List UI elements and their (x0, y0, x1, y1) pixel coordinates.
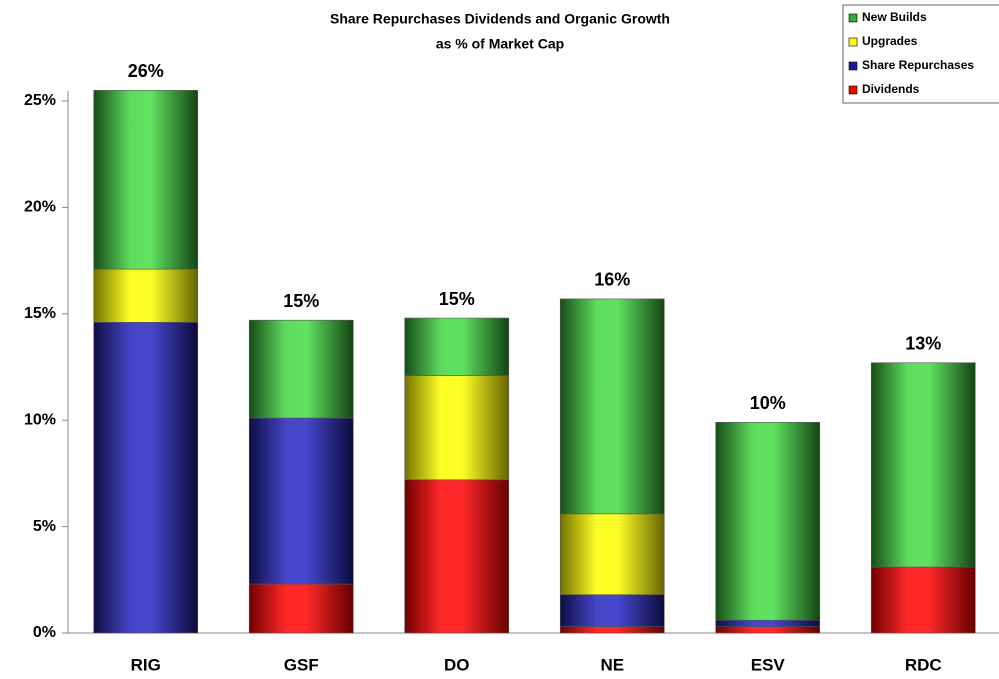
bar-segment (715, 626, 821, 634)
total-label: 15% (283, 291, 319, 311)
x-tick-label: RIG (131, 655, 161, 674)
bar-segment (404, 375, 510, 481)
legend-swatch (848, 85, 858, 95)
chart-title: Share Repurchases Dividends and Organic … (330, 11, 670, 27)
x-tick-label: ESV (751, 655, 786, 674)
legend-box (842, 4, 999, 104)
legend-label: Upgrades (862, 34, 918, 48)
bar-segment (559, 298, 665, 515)
bar-segment (404, 479, 510, 634)
legend-label: Dividends (862, 82, 920, 96)
legend-swatch (848, 37, 858, 47)
legend-swatch (848, 61, 858, 71)
bar-segment (870, 362, 976, 568)
total-label: 15% (439, 289, 475, 309)
bar-segment (404, 317, 510, 376)
x-tick-label: GSF (284, 655, 319, 674)
bar-segment (248, 417, 354, 585)
y-tick-label: 15% (24, 305, 56, 322)
bar-segment (715, 422, 821, 621)
bar-segment (559, 594, 665, 627)
bar-segment (559, 513, 665, 595)
x-tick-label: NE (600, 655, 624, 674)
chart-subtitle: as % of Market Cap (436, 36, 564, 52)
x-tick-label: RDC (905, 655, 942, 674)
bar-segment (559, 626, 665, 634)
y-tick-label: 5% (33, 518, 56, 535)
bar-segment (93, 322, 199, 634)
legend-label: New Builds (862, 10, 927, 24)
bar-segment (870, 566, 976, 634)
y-tick-label: 20% (24, 199, 56, 216)
bar-segment (248, 583, 354, 634)
y-tick-label: 25% (24, 92, 56, 109)
total-label: 26% (128, 61, 164, 81)
total-label: 13% (905, 333, 941, 353)
y-tick-label: 10% (24, 411, 56, 428)
y-tick-label: 0% (33, 624, 56, 641)
bar-segment (715, 619, 821, 627)
legend-label: Share Repurchases (862, 58, 974, 72)
bar-segment (93, 268, 199, 323)
bar-segment (93, 90, 199, 270)
total-label: 16% (594, 270, 630, 290)
x-tick-label: DO (444, 655, 470, 674)
legend-swatch (848, 13, 858, 23)
total-label: 10% (750, 393, 786, 413)
bar-segment (248, 319, 354, 419)
